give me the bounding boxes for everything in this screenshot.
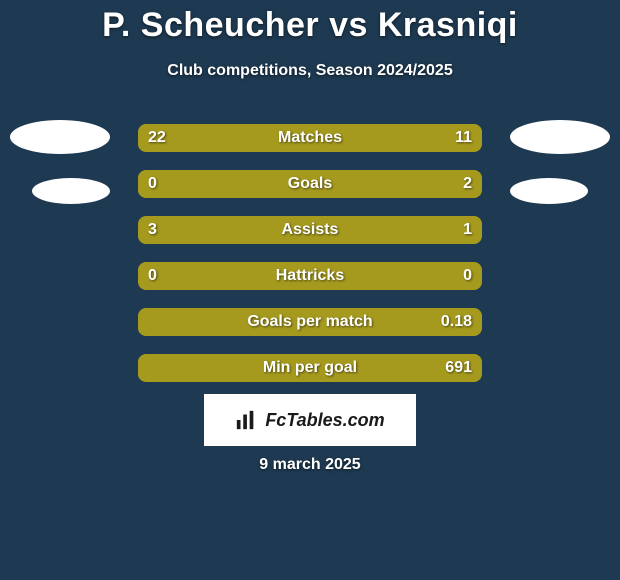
comparison-infographic: P. Scheucher vs Krasniqi Club competitio… bbox=[0, 0, 620, 580]
stat-label: Matches bbox=[138, 124, 482, 152]
stat-row: Min per goal691 bbox=[138, 354, 482, 382]
player-right-avatar bbox=[510, 120, 610, 154]
stat-label: Assists bbox=[138, 216, 482, 244]
stat-label: Min per goal bbox=[138, 354, 482, 382]
page-subtitle: Club competitions, Season 2024/2025 bbox=[0, 62, 620, 80]
stat-row: Matches22 11 bbox=[138, 124, 482, 152]
player-left-flag bbox=[32, 178, 110, 204]
stat-row: Goals0 2 bbox=[138, 170, 482, 198]
stat-value-right: 1 bbox=[453, 216, 482, 244]
source-logo-text: FcTables.com bbox=[265, 410, 384, 431]
player-left-avatar bbox=[10, 120, 110, 154]
bar-chart-icon bbox=[235, 409, 257, 431]
stat-value-left: 0 bbox=[138, 170, 167, 198]
stat-row: Assists3 1 bbox=[138, 216, 482, 244]
player-right-flag bbox=[510, 178, 588, 204]
stat-label: Goals bbox=[138, 170, 482, 198]
stat-row: Hattricks0 0 bbox=[138, 262, 482, 290]
stat-value-left bbox=[138, 354, 158, 382]
stat-value-right: 0.18 bbox=[431, 308, 482, 336]
stat-value-right: 11 bbox=[445, 124, 482, 152]
stat-value-left: 3 bbox=[138, 216, 167, 244]
footer-date: 9 march 2025 bbox=[0, 456, 620, 474]
comparison-bars: Matches2211Goals02Assists31Hattricks00Go… bbox=[138, 124, 482, 400]
stat-row: Goals per match0.18 bbox=[138, 308, 482, 336]
stat-value-left: 0 bbox=[138, 262, 167, 290]
stat-value-left bbox=[138, 308, 158, 336]
stat-label: Hattricks bbox=[138, 262, 482, 290]
stat-value-right: 691 bbox=[435, 354, 482, 382]
source-logo: FcTables.com bbox=[204, 394, 416, 446]
stat-value-left: 22 bbox=[138, 124, 176, 152]
stat-value-right: 0 bbox=[453, 262, 482, 290]
stat-value-right: 2 bbox=[453, 170, 482, 198]
page-title: P. Scheucher vs Krasniqi bbox=[0, 6, 620, 45]
